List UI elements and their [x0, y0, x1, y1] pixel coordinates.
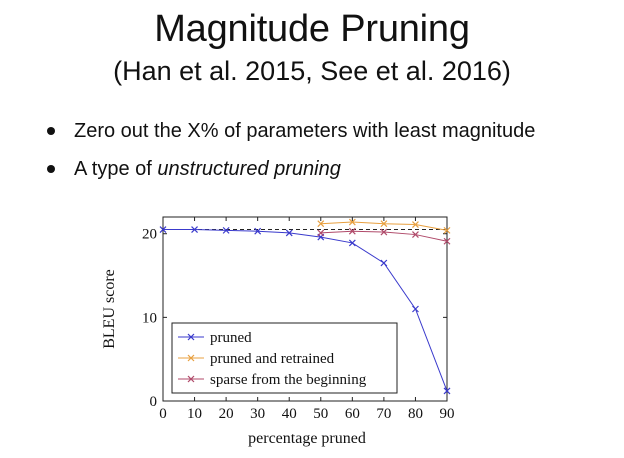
x-tick-label: 70: [376, 406, 391, 422]
data-point-series-3: [348, 227, 356, 235]
slide-title: Magnitude Pruning: [154, 8, 470, 50]
legend-marker-1: [187, 333, 195, 341]
x-tick-label: 40: [282, 406, 297, 422]
legend-marker-2: [187, 354, 195, 362]
data-point-series-1: [380, 259, 388, 267]
bullet-dot-icon: [47, 127, 55, 135]
y-tick-label: 10: [142, 310, 157, 326]
data-point-series-1: [159, 226, 167, 233]
data-point-series-1: [191, 226, 198, 233]
data-point-series-1: [254, 227, 262, 235]
x-tick-label: 30: [250, 406, 265, 422]
data-point-series-1: [412, 305, 419, 313]
data-point-series-1: [222, 226, 230, 234]
data-point-series-3: [443, 237, 451, 245]
x-tick-label: 20: [219, 406, 234, 422]
bullet-dot-icon: [47, 165, 55, 173]
y-tick-label: 20: [142, 227, 157, 243]
slide-subtitle: (Han et al. 2015, See et al. 2016): [113, 56, 511, 86]
x-tick-label: 80: [408, 406, 423, 422]
data-point-series-1: [443, 387, 451, 395]
bullet-item: Zero out the X% of parameters with least…: [44, 118, 535, 144]
plot-frame: [162, 216, 448, 402]
data-point-series-3: [380, 228, 388, 236]
x-tick-label: 60: [345, 406, 360, 422]
legend-box: [171, 322, 398, 394]
bullet-text: Zero out the X% of parameters with least…: [74, 120, 536, 142]
data-point-series-1: [285, 229, 293, 237]
x-tick-label: 10: [187, 406, 202, 422]
data-point-series-3: [412, 231, 419, 238]
legend-marker-3: [187, 375, 195, 383]
x-tick-label: 50: [313, 406, 328, 422]
data-point-series-2: [412, 221, 419, 228]
bullet-text: A type of: [74, 158, 158, 180]
bullet-item: A type of unstructured pruning: [44, 156, 535, 182]
data-point-series-2: [380, 220, 388, 228]
bullet-list: Zero out the X% of parameters with least…: [44, 118, 535, 194]
y-axis-label: BLEU score: [101, 269, 118, 349]
data-point-series-2: [348, 218, 356, 226]
data-point-series-2: [317, 220, 325, 228]
x-tick-label: 90: [440, 406, 455, 422]
y-tick-label: 0: [150, 394, 158, 410]
data-point-series-1: [348, 239, 356, 247]
bullet-emphasis: unstructured pruning: [157, 158, 341, 180]
x-tick-label: 0: [159, 406, 167, 422]
legend-label-1: pruned: [210, 330, 252, 346]
data-point-series-3: [317, 229, 325, 237]
legend-label-2: pruned and retrained: [210, 351, 335, 367]
x-axis-label: percentage pruned: [248, 430, 366, 447]
legend-label-3: sparse from the beginning: [210, 372, 367, 388]
data-point-series-2: [443, 226, 451, 234]
series-line-1: [163, 229, 448, 392]
